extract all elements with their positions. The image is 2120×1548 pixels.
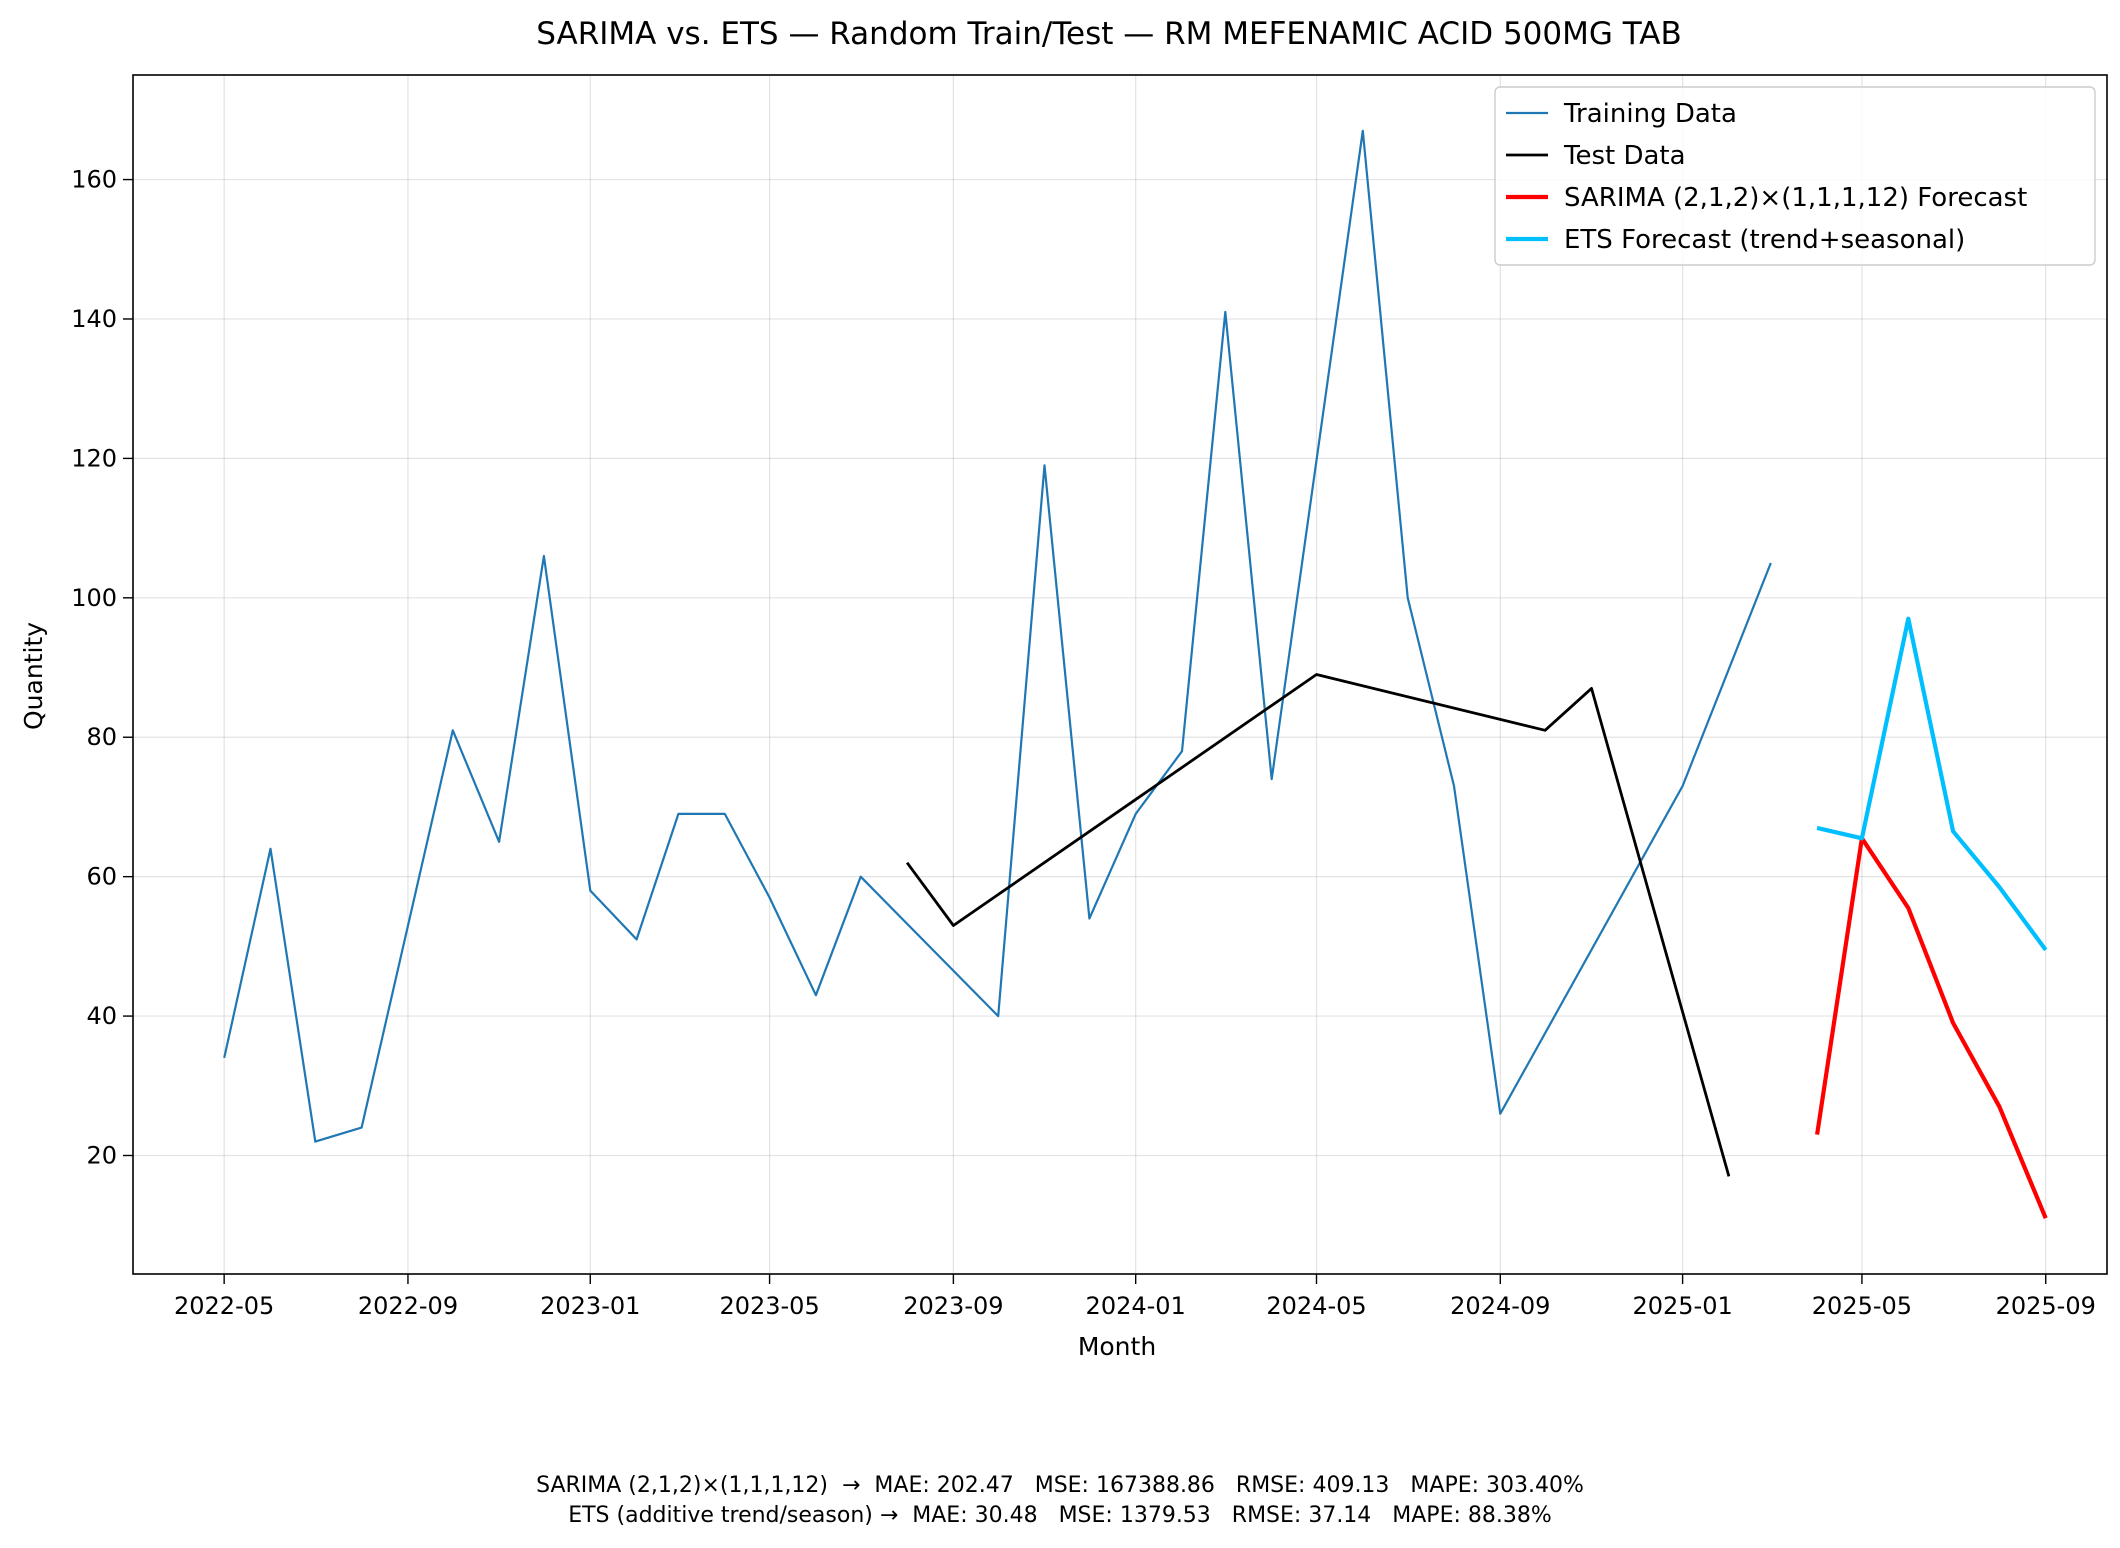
- legend-label: Training Data: [1563, 99, 1737, 129]
- metrics-line-sarima: SARIMA (2,1,2)×(1,1,1,12) → MAE: 202.47 …: [536, 1473, 1584, 1498]
- y-tick-label: 120: [71, 444, 117, 472]
- x-tick-label: 2025-09: [1996, 1292, 2096, 1320]
- y-tick-label: 160: [71, 166, 117, 194]
- x-axis-label: Month: [1078, 1332, 1156, 1361]
- test-data-line: [905, 673, 1731, 1177]
- series-lines: [223, 129, 2048, 1220]
- x-tick-label: 2024-01: [1086, 1292, 1186, 1320]
- x-tick-label: 2023-09: [903, 1292, 1003, 1320]
- y-axis-label: Quantity: [19, 622, 48, 730]
- y-tick-label: 20: [86, 1141, 117, 1169]
- legend-label: SARIMA (2,1,2)×(1,1,1,12) Forecast: [1564, 183, 2027, 213]
- chart-title: SARIMA vs. ETS — Random Train/Test — RM …: [536, 16, 1682, 52]
- ets-forecast-line: [1816, 616, 2048, 952]
- x-tick-label: 2024-09: [1450, 1292, 1550, 1320]
- legend-label: Test Data: [1563, 141, 1686, 171]
- plot-frame: [132, 74, 2108, 1275]
- x-tick-label: 2023-05: [719, 1292, 819, 1320]
- y-tick-label: 40: [86, 1002, 117, 1030]
- x-tick-label: 2022-05: [174, 1292, 274, 1320]
- legend: Training Data Test Data SARIMA (2,1,2)×(1,…: [1494, 86, 2096, 266]
- y-tick-label: 60: [86, 863, 117, 891]
- legend-label: ETS Forecast (trend+seasonal): [1564, 225, 1965, 255]
- y-tick-label: 80: [86, 723, 117, 751]
- x-tick-label: 2024-05: [1266, 1292, 1366, 1320]
- legend-box: [1494, 86, 2096, 266]
- x-axis: 2022-05 2022-09 2023-01 2023-05 2023-09 2024-…: [174, 1274, 2096, 1320]
- x-tick-label: 2022-09: [358, 1292, 458, 1320]
- y-axis: 20 40 60 80 100 120 140 160: [71, 166, 133, 1169]
- metrics-line-ets: ETS (additive trend/season) → MAE: 30.48…: [568, 1503, 1552, 1528]
- y-tick-label: 140: [71, 305, 117, 333]
- training-data-line: [223, 129, 1772, 1143]
- y-tick-label: 100: [71, 584, 117, 612]
- x-tick-label: 2023-01: [540, 1292, 640, 1320]
- x-tick-label: 2025-05: [1812, 1292, 1912, 1320]
- grid: [133, 75, 2107, 1274]
- x-tick-label: 2025-01: [1632, 1292, 1732, 1320]
- sarima-forecast-line: [1815, 836, 2048, 1220]
